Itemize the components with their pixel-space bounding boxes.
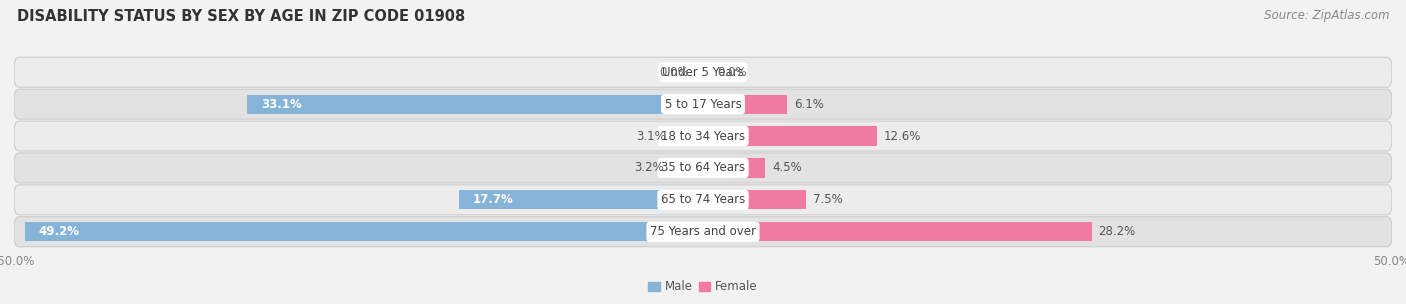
Text: 17.7%: 17.7% <box>472 193 513 206</box>
Bar <box>25 222 703 241</box>
Bar <box>247 95 703 114</box>
Text: 12.6%: 12.6% <box>883 130 921 143</box>
Text: 75 Years and over: 75 Years and over <box>650 225 756 238</box>
FancyBboxPatch shape <box>14 153 1392 183</box>
Bar <box>460 190 703 209</box>
FancyBboxPatch shape <box>14 121 1392 151</box>
Text: 18 to 34 Years: 18 to 34 Years <box>661 130 745 143</box>
FancyBboxPatch shape <box>14 185 1392 215</box>
FancyBboxPatch shape <box>14 57 1392 87</box>
FancyBboxPatch shape <box>14 89 1392 119</box>
Text: 3.2%: 3.2% <box>634 161 665 174</box>
FancyBboxPatch shape <box>14 217 1392 247</box>
Text: 33.1%: 33.1% <box>260 98 301 111</box>
Bar <box>703 95 787 114</box>
Text: 35 to 64 Years: 35 to 64 Years <box>661 161 745 174</box>
Text: 65 to 74 Years: 65 to 74 Years <box>661 193 745 206</box>
Bar <box>703 190 807 209</box>
Text: 49.2%: 49.2% <box>39 225 80 238</box>
Text: 6.1%: 6.1% <box>794 98 824 111</box>
Text: 4.5%: 4.5% <box>772 161 801 174</box>
Text: Under 5 Years: Under 5 Years <box>662 66 744 79</box>
Text: 5 to 17 Years: 5 to 17 Years <box>665 98 741 111</box>
Text: 28.2%: 28.2% <box>1098 225 1136 238</box>
Bar <box>703 126 876 146</box>
Text: 7.5%: 7.5% <box>813 193 844 206</box>
Bar <box>659 158 703 178</box>
Legend: Male, Female: Male, Female <box>644 275 762 298</box>
Bar <box>661 126 703 146</box>
Text: Source: ZipAtlas.com: Source: ZipAtlas.com <box>1264 9 1389 22</box>
Text: 0.0%: 0.0% <box>717 66 747 79</box>
Bar <box>703 222 1091 241</box>
Text: 3.1%: 3.1% <box>636 130 666 143</box>
Text: 0.0%: 0.0% <box>659 66 689 79</box>
Text: DISABILITY STATUS BY SEX BY AGE IN ZIP CODE 01908: DISABILITY STATUS BY SEX BY AGE IN ZIP C… <box>17 9 465 24</box>
Bar <box>703 158 765 178</box>
